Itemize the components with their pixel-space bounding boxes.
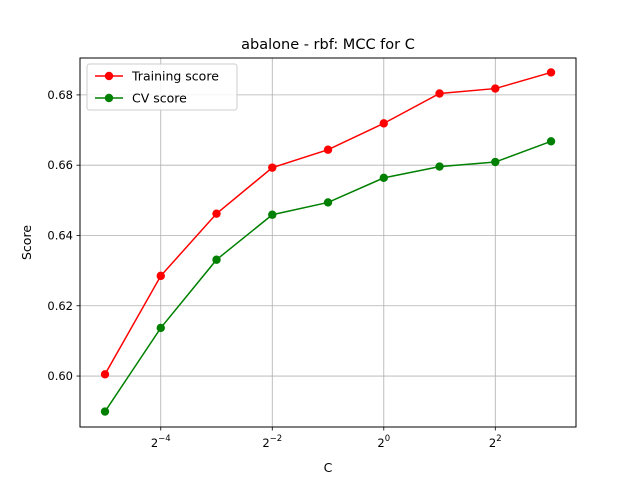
data-point [491,84,500,93]
y-tick-label: 0.68 [47,88,73,102]
legend-marker [104,93,114,103]
data-point [156,323,165,333]
series-line-1 [104,140,552,412]
y-tick-label: 0.60 [47,369,73,383]
data-point [212,209,221,218]
x-tick-label-exponent: −2 [270,434,283,444]
plot-series [100,68,556,416]
data-point [491,157,500,167]
x-tick-label-exponent: −4 [158,434,171,444]
legend-box [86,63,238,111]
x-tick-label: 2−4 [151,434,171,450]
y-tick-label: 0.66 [47,158,73,172]
series-line-0 [104,71,552,375]
y-tick-label: 0.62 [47,299,73,313]
data-point [268,210,277,219]
data-point [379,173,388,183]
data-point [212,255,221,264]
data-point [435,162,444,171]
x-tick-label-base: 2 [151,436,158,450]
data-point [100,370,110,379]
legend-label: CV score [132,91,187,106]
legend: Training score CV score [86,63,238,111]
grid [80,58,576,427]
y-tick-label: 0.64 [47,228,73,242]
x-tick-label-exponent: 0 [385,434,390,444]
data-point [546,68,556,77]
x-tick-label: 2−2 [262,434,282,450]
x-tick-label: 22 [489,434,502,450]
data-point [268,163,277,172]
data-point [323,145,333,154]
data-point [379,119,388,128]
data-point [323,198,333,207]
x-tick-label-exponent: 2 [496,434,501,444]
axis-ticks: 2−4 2−2 20 220.600.620.640.660.68 [47,88,501,450]
x-axis-label: C [324,460,333,475]
x-tick-label-base: 2 [377,436,384,450]
data-point [435,89,444,98]
data-point [546,137,556,146]
legend-label: Training score [131,69,219,84]
x-tick-label: 20 [377,434,390,450]
data-point [156,271,165,281]
x-tick-label-base: 2 [489,436,496,450]
data-point [100,407,110,416]
plot-frame [79,57,577,428]
x-tick-label-base: 2 [262,436,269,450]
y-axis-label: Score [19,225,34,260]
legend-marker [104,71,114,81]
chart-title: abalone - rbf: MCC for C [241,37,415,53]
